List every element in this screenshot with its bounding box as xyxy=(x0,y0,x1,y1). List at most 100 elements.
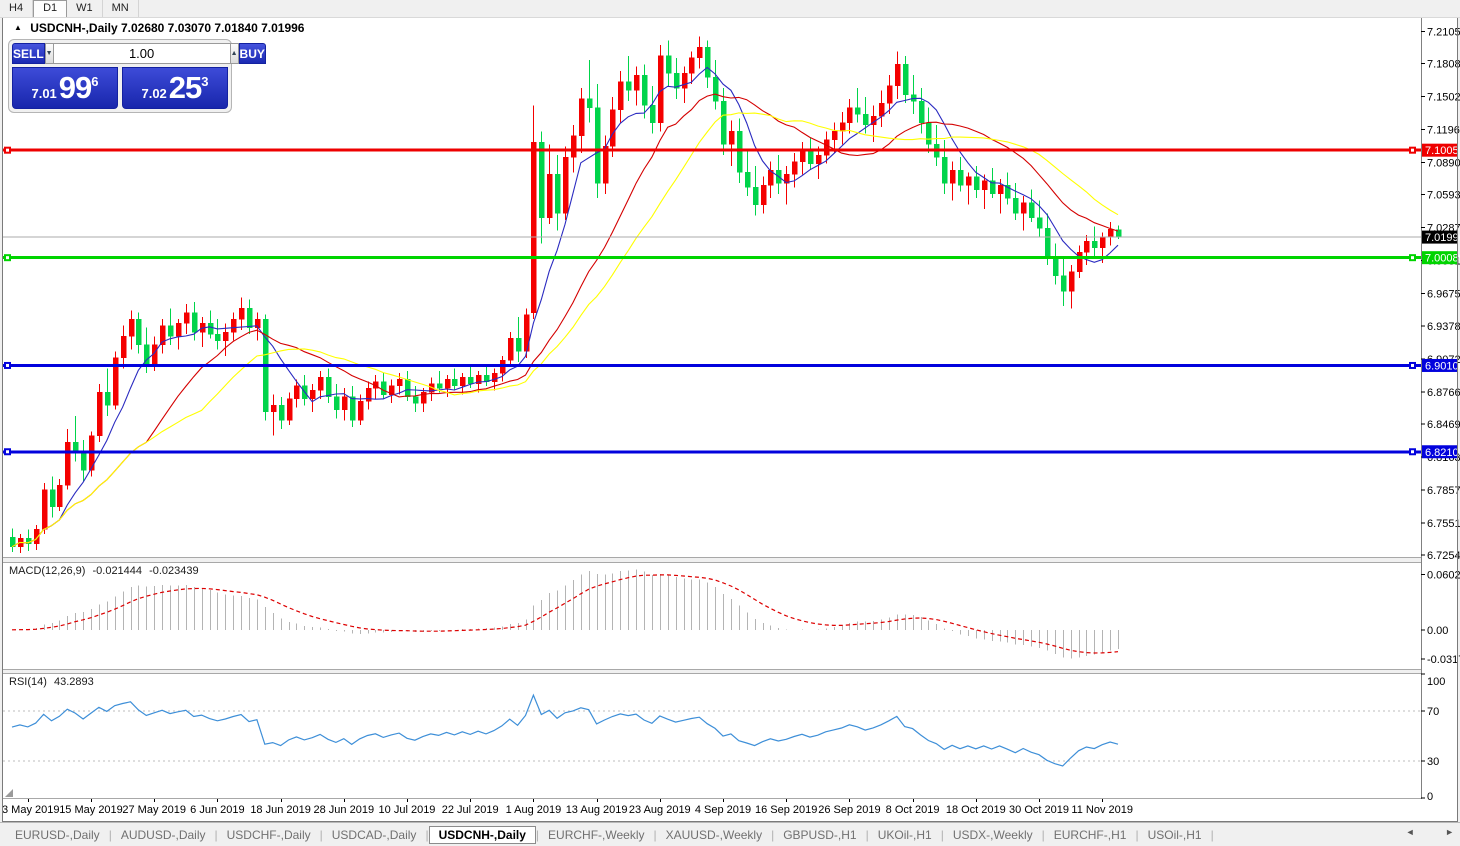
one-click-trading-panel: SELL ▼ ▲ BUY 7.01 99 6 7.02 25 3 xyxy=(8,39,266,113)
bid-price-prefix: 7.01 xyxy=(31,85,57,101)
bid-price-pip: 6 xyxy=(91,73,99,89)
tab-separator: | xyxy=(1041,827,1045,842)
price-axis-label: 6.78570 xyxy=(1427,485,1460,497)
macd-signal-line xyxy=(11,574,1119,654)
tab-scroll-left-icon[interactable]: ◄ xyxy=(1405,827,1415,837)
macd-indicator-label: MACD(12,26,9) -0.021444 -0.023439 xyxy=(9,565,203,577)
tab-separator: | xyxy=(319,827,323,842)
date-axis-label: 6 Jun 2019 xyxy=(190,804,244,816)
candles-layer xyxy=(9,36,1122,554)
level-price-badge: 7.10051 xyxy=(1422,143,1460,157)
price-axis-label: 7.08900 xyxy=(1427,158,1460,170)
chart-tab[interactable]: USDCHF-,Daily xyxy=(226,827,311,842)
current-price-badge: 7.01996 xyxy=(1422,230,1460,244)
rsi-panel xyxy=(3,693,1421,767)
spinner-up-icon: ▲ xyxy=(230,50,238,57)
chart-tab[interactable]: XAUUSD-,Weekly xyxy=(665,827,763,842)
chart-tab[interactable]: EURCHF-,Weekly xyxy=(548,827,645,842)
date-axis-label: 11 Nov 2019 xyxy=(1071,804,1133,816)
tab-separator: | xyxy=(940,827,944,842)
price-axis-label: 7.18080 xyxy=(1427,59,1460,71)
svg-text:7.00089: 7.00089 xyxy=(1425,253,1460,265)
rsi-name: RSI(14) xyxy=(9,676,47,688)
date-axis-label: 30 Oct 2019 xyxy=(1009,804,1069,816)
ma-slow-line xyxy=(11,112,1119,548)
ask-price-box[interactable]: 7.02 25 3 xyxy=(122,67,228,109)
chart-tab[interactable]: GBPUSD-,H1 xyxy=(783,827,857,842)
symbol-arrow-icon: ▲ xyxy=(14,23,22,32)
svg-text:6.82103: 6.82103 xyxy=(1425,447,1460,459)
ask-price-big: 25 xyxy=(168,70,202,105)
chart-tab-bar: EURUSD-,Daily | AUDUSD-,Daily | USDCHF-,Dail… xyxy=(0,822,1460,846)
timeframe-button-d1[interactable]: D1 xyxy=(33,0,68,17)
level-price-badge: 6.82103 xyxy=(1422,445,1460,459)
chart-tab[interactable]: AUDUSD-,Daily xyxy=(120,827,206,842)
scroll-grip-icon xyxy=(5,789,13,797)
tab-separator: | xyxy=(425,827,429,842)
rsi-value: 43.2893 xyxy=(53,676,94,688)
chart-tab[interactable]: USOil-,H1 xyxy=(1147,827,1202,842)
svg-text:6.90100: 6.90100 xyxy=(1425,360,1460,372)
date-axis-label: 28 Jun 2019 xyxy=(314,804,375,816)
chart-title: ▲ USDCNH-,Daily 7.02680 7.03070 7.01840 … xyxy=(14,21,304,35)
price-axis-label: 6.84690 xyxy=(1427,419,1460,431)
tab-separator: | xyxy=(1135,827,1139,842)
tab-separator: | xyxy=(771,827,775,842)
macd-axis-label: -0.031725 xyxy=(1427,654,1460,666)
svg-text:7.10051: 7.10051 xyxy=(1425,145,1460,157)
date-axis-label: 26 Sep 2019 xyxy=(818,804,880,816)
date-axis-label: 1 Aug 2019 xyxy=(506,804,562,816)
date-axis-label: 13 Aug 2019 xyxy=(566,804,628,816)
horizontal-level-lines xyxy=(3,146,1421,456)
date-axis-label: 22 Jul 2019 xyxy=(442,804,499,816)
timeframe-button-h4[interactable]: H4 xyxy=(0,0,34,17)
macd-value: -0.021444 xyxy=(92,565,143,577)
date-axis-label: 18 Jun 2019 xyxy=(250,804,311,816)
date-axis-label: 15 May 2019 xyxy=(59,804,123,816)
volume-input[interactable] xyxy=(53,43,230,64)
chart-tab[interactable]: EURCHF-,H1 xyxy=(1053,827,1127,842)
price-axis-label: 7.15020 xyxy=(1427,92,1460,104)
rsi-indicator-label: RSI(14) 43.2893 xyxy=(9,676,98,688)
tab-separator: | xyxy=(108,827,112,842)
chart-tab[interactable]: USDCAD-,Daily xyxy=(331,827,417,842)
price-axis: 7.21050 7.18080 7.15020 7.11960 7.08900 7.059… xyxy=(1421,17,1460,803)
chart-title-ohlc: 7.02680 7.03070 7.01840 7.01996 xyxy=(120,21,305,35)
chart-title-symbol: USDCNH-,Daily xyxy=(30,21,118,35)
chart-tab[interactable]: USDX-,Weekly xyxy=(952,827,1033,842)
price-axis-label: 6.87660 xyxy=(1427,387,1460,399)
bid-price-box[interactable]: 7.01 99 6 xyxy=(12,67,118,109)
volume-increase-button[interactable]: ▲ xyxy=(229,43,239,64)
price-axis-label: 6.75510 xyxy=(1427,518,1460,530)
volume-decrease-button[interactable]: ▼ xyxy=(44,43,54,64)
date-axis-label: 27 May 2019 xyxy=(122,804,186,816)
tab-separator: | xyxy=(1210,827,1214,842)
date-axis-label: 16 Sep 2019 xyxy=(755,804,817,816)
buy-button[interactable]: BUY xyxy=(238,43,266,64)
sell-button[interactable]: SELL xyxy=(12,43,45,64)
date-axis-label: 4 Sep 2019 xyxy=(695,804,751,816)
tab-scroll-right-icon[interactable]: ► xyxy=(1445,827,1454,837)
bid-price-big: 99 xyxy=(58,70,92,105)
ask-price-pip: 3 xyxy=(201,73,209,89)
chart-tab-active[interactable]: USDCNH-,Daily xyxy=(428,825,536,844)
tab-separator: | xyxy=(214,827,218,842)
chart-tab[interactable]: UKOil-,H1 xyxy=(877,827,932,842)
timeframe-button-w1[interactable]: W1 xyxy=(67,0,103,17)
macd-axis-label: 0.060273 xyxy=(1427,570,1460,582)
level-price-badge: 7.00089 xyxy=(1422,251,1460,265)
macd-name: MACD(12,26,9) xyxy=(9,565,86,577)
price-axis-label: 7.21050 xyxy=(1427,26,1460,38)
rsi-line xyxy=(11,693,1119,767)
timeframe-button-mn[interactable]: MN xyxy=(103,0,139,17)
svg-text:7.01996: 7.01996 xyxy=(1425,232,1460,244)
ma-fast-line xyxy=(11,66,1119,548)
price-axis-label: 6.96750 xyxy=(1427,289,1460,301)
rsi-axis-label: 100 xyxy=(1427,676,1445,688)
date-axis-label: 18 Oct 2019 xyxy=(946,804,1006,816)
spinner-down-icon: ▼ xyxy=(45,50,53,57)
tab-separator: | xyxy=(865,827,869,842)
chart-tab[interactable]: EURUSD-,Daily xyxy=(15,827,100,842)
